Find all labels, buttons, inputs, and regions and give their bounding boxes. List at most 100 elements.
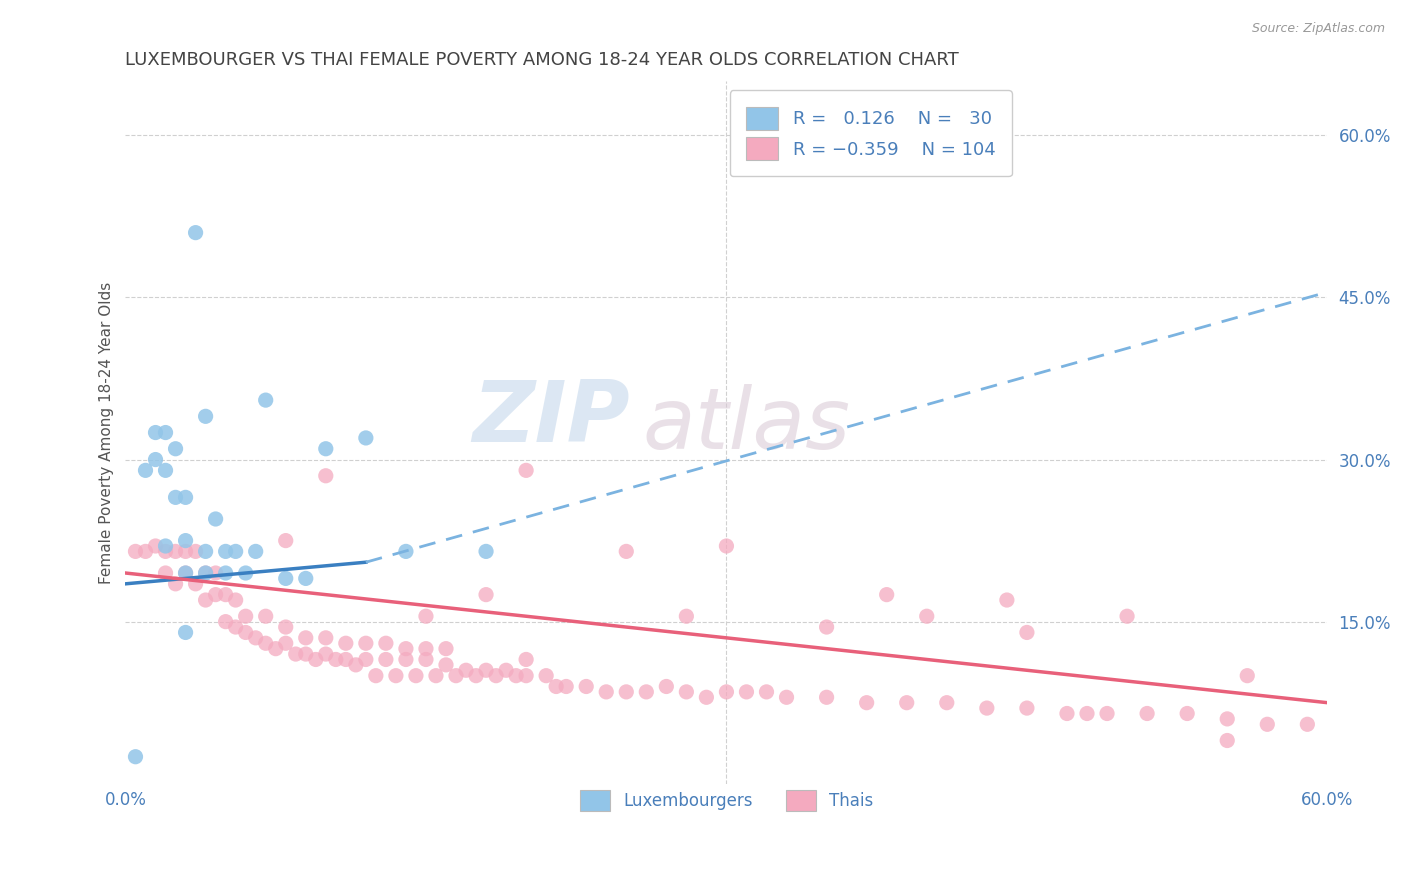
Point [315, 442, 337, 456]
Point [815, 620, 838, 634]
Y-axis label: Female Poverty Among 18-24 Year Olds: Female Poverty Among 18-24 Year Olds [100, 281, 114, 583]
Point [124, 544, 146, 558]
Point [264, 641, 287, 656]
Point [485, 668, 508, 682]
Point [595, 685, 617, 699]
Point [876, 588, 898, 602]
Point [575, 680, 598, 694]
Point [1056, 706, 1078, 721]
Point [294, 647, 316, 661]
Point [515, 652, 537, 666]
Point [515, 668, 537, 682]
Point [434, 641, 457, 656]
Point [815, 690, 838, 705]
Point [294, 631, 316, 645]
Legend: Luxembourgers, Thais: Luxembourgers, Thais [567, 776, 887, 824]
Point [425, 668, 447, 682]
Point [1015, 701, 1038, 715]
Point [184, 544, 207, 558]
Point [475, 544, 498, 558]
Point [415, 641, 437, 656]
Point [1076, 706, 1098, 721]
Point [1175, 706, 1198, 721]
Text: atlas: atlas [643, 384, 851, 467]
Point [896, 696, 918, 710]
Point [254, 609, 277, 624]
Point [505, 668, 527, 682]
Point [1256, 717, 1278, 731]
Point [294, 571, 316, 585]
Point [274, 636, 297, 650]
Point [444, 668, 467, 682]
Point [735, 685, 758, 699]
Point [165, 442, 187, 456]
Point [174, 566, 197, 580]
Point [235, 566, 257, 580]
Point [495, 663, 517, 677]
Point [194, 566, 217, 580]
Point [354, 636, 377, 650]
Point [976, 701, 998, 715]
Point [165, 544, 187, 558]
Point [395, 641, 418, 656]
Point [915, 609, 938, 624]
Point [134, 544, 156, 558]
Point [716, 539, 738, 553]
Point [235, 625, 257, 640]
Point [415, 609, 437, 624]
Point [174, 625, 197, 640]
Point [274, 571, 297, 585]
Point [695, 690, 717, 705]
Point [145, 452, 167, 467]
Point [184, 226, 207, 240]
Point [1136, 706, 1159, 721]
Text: Source: ZipAtlas.com: Source: ZipAtlas.com [1251, 22, 1385, 36]
Point [1296, 717, 1319, 731]
Point [174, 491, 197, 505]
Point [675, 685, 697, 699]
Point [174, 533, 197, 548]
Point [225, 620, 247, 634]
Point [395, 544, 418, 558]
Text: LUXEMBOURGER VS THAI FEMALE POVERTY AMONG 18-24 YEAR OLDS CORRELATION CHART: LUXEMBOURGER VS THAI FEMALE POVERTY AMON… [125, 51, 959, 69]
Point [184, 577, 207, 591]
Point [555, 680, 578, 694]
Point [214, 588, 236, 602]
Point [935, 696, 957, 710]
Point [315, 631, 337, 645]
Point [775, 690, 797, 705]
Point [1216, 712, 1239, 726]
Point [405, 668, 427, 682]
Point [165, 577, 187, 591]
Point [1116, 609, 1139, 624]
Point [174, 544, 197, 558]
Point [155, 463, 177, 477]
Point [254, 636, 277, 650]
Point [374, 636, 396, 650]
Point [354, 431, 377, 445]
Point [204, 512, 226, 526]
Point [274, 533, 297, 548]
Point [716, 685, 738, 699]
Point [614, 685, 637, 699]
Point [254, 393, 277, 408]
Point [1216, 733, 1239, 747]
Point [546, 680, 568, 694]
Point [194, 544, 217, 558]
Point [174, 566, 197, 580]
Point [315, 468, 337, 483]
Point [145, 425, 167, 440]
Text: ZIP: ZIP [472, 377, 630, 460]
Point [636, 685, 658, 699]
Point [335, 652, 357, 666]
Point [755, 685, 778, 699]
Point [284, 647, 307, 661]
Point [214, 566, 236, 580]
Point [165, 491, 187, 505]
Point [1236, 668, 1258, 682]
Point [1015, 625, 1038, 640]
Point [155, 566, 177, 580]
Point [344, 657, 367, 672]
Point [475, 663, 498, 677]
Point [534, 668, 557, 682]
